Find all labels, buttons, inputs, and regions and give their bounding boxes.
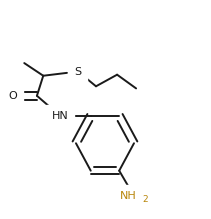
Text: NH: NH	[120, 191, 137, 201]
Text: HN: HN	[52, 111, 69, 121]
Text: 2: 2	[143, 195, 148, 204]
Text: S: S	[74, 67, 82, 76]
Text: O: O	[8, 91, 17, 101]
